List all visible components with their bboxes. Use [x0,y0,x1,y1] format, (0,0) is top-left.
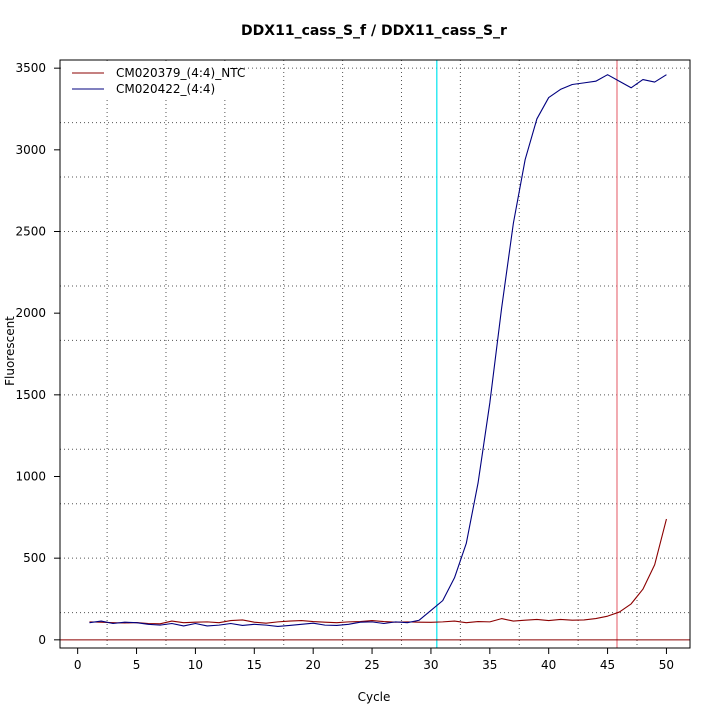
legend-label-ntc: CM020379_(4:4)_NTC [116,66,245,80]
x-tick-label: 10 [188,658,203,672]
x-tick-label: 5 [133,658,141,672]
y-tick-label: 1000 [15,470,46,484]
x-tick-label: 20 [306,658,321,672]
x-tick-label: 35 [482,658,497,672]
y-tick-label: 2500 [15,225,46,239]
y-tick-label: 1500 [15,388,46,402]
series-line-1 [89,74,667,627]
x-tick-label: 50 [659,658,674,672]
plot-frame [59,59,691,649]
y-axis-label: Fluorescent [3,316,17,386]
x-tick-label: 45 [600,658,615,672]
x-axis-label: Cycle [358,690,391,704]
x-tick-label: 0 [74,658,82,672]
y-tick-label: 0 [38,633,46,647]
chart-title: DDX11_cass_S_f / DDX11_cass_S_r [241,23,507,39]
y-tick-label: 2000 [15,306,46,320]
reference-lines [60,60,690,648]
x-tick-label: 30 [423,658,438,672]
y-axis: 0 500 1000 1500 2000 2500 3000 3500 [15,61,60,647]
x-tick-label: 40 [541,658,556,672]
legend-label-sample: CM020422_(4:4) [116,82,215,96]
y-tick-label: 3000 [15,143,46,157]
x-tick-label: 15 [247,658,262,672]
legend: CM020379_(4:4)_NTC CM020422_(4:4) [62,62,245,98]
series-lines [89,74,667,627]
grid [60,60,690,648]
x-axis: 0 5 10 15 20 25 30 35 40 45 50 [74,648,674,672]
y-tick-label: 3500 [15,61,46,75]
x-tick-label: 25 [364,658,379,672]
y-tick-label: 500 [23,551,46,565]
legend-box [62,62,227,98]
series-line-0 [89,518,667,625]
